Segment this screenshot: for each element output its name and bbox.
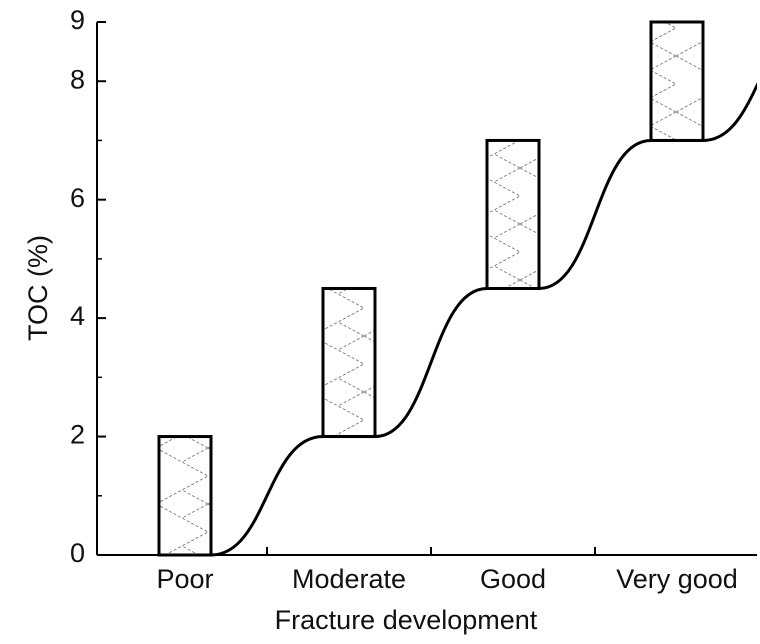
y-tick-label: 8 bbox=[70, 64, 85, 94]
x-axis-title: Fracture development bbox=[275, 605, 538, 635]
bar bbox=[159, 437, 211, 555]
bar bbox=[323, 289, 375, 437]
x-tick-label: Good bbox=[480, 564, 546, 594]
y-tick-label: 2 bbox=[70, 420, 85, 450]
y-axis-title: TOC (%) bbox=[23, 235, 53, 341]
x-tick-label: Poor bbox=[156, 564, 213, 594]
y-tick-label: 0 bbox=[70, 538, 85, 568]
x-tick-label: Very good bbox=[616, 564, 738, 594]
y-tick-label: 4 bbox=[70, 301, 85, 331]
x-tick-label: Moderate bbox=[292, 564, 406, 594]
bar bbox=[651, 22, 703, 140]
bar bbox=[487, 140, 539, 288]
y-tick-label: 6 bbox=[70, 183, 85, 213]
y-tick-label: 9 bbox=[70, 5, 85, 35]
chart: TOC (%) Fracture development 0 2 4 6 8 9 Poor M… bbox=[0, 0, 760, 644]
